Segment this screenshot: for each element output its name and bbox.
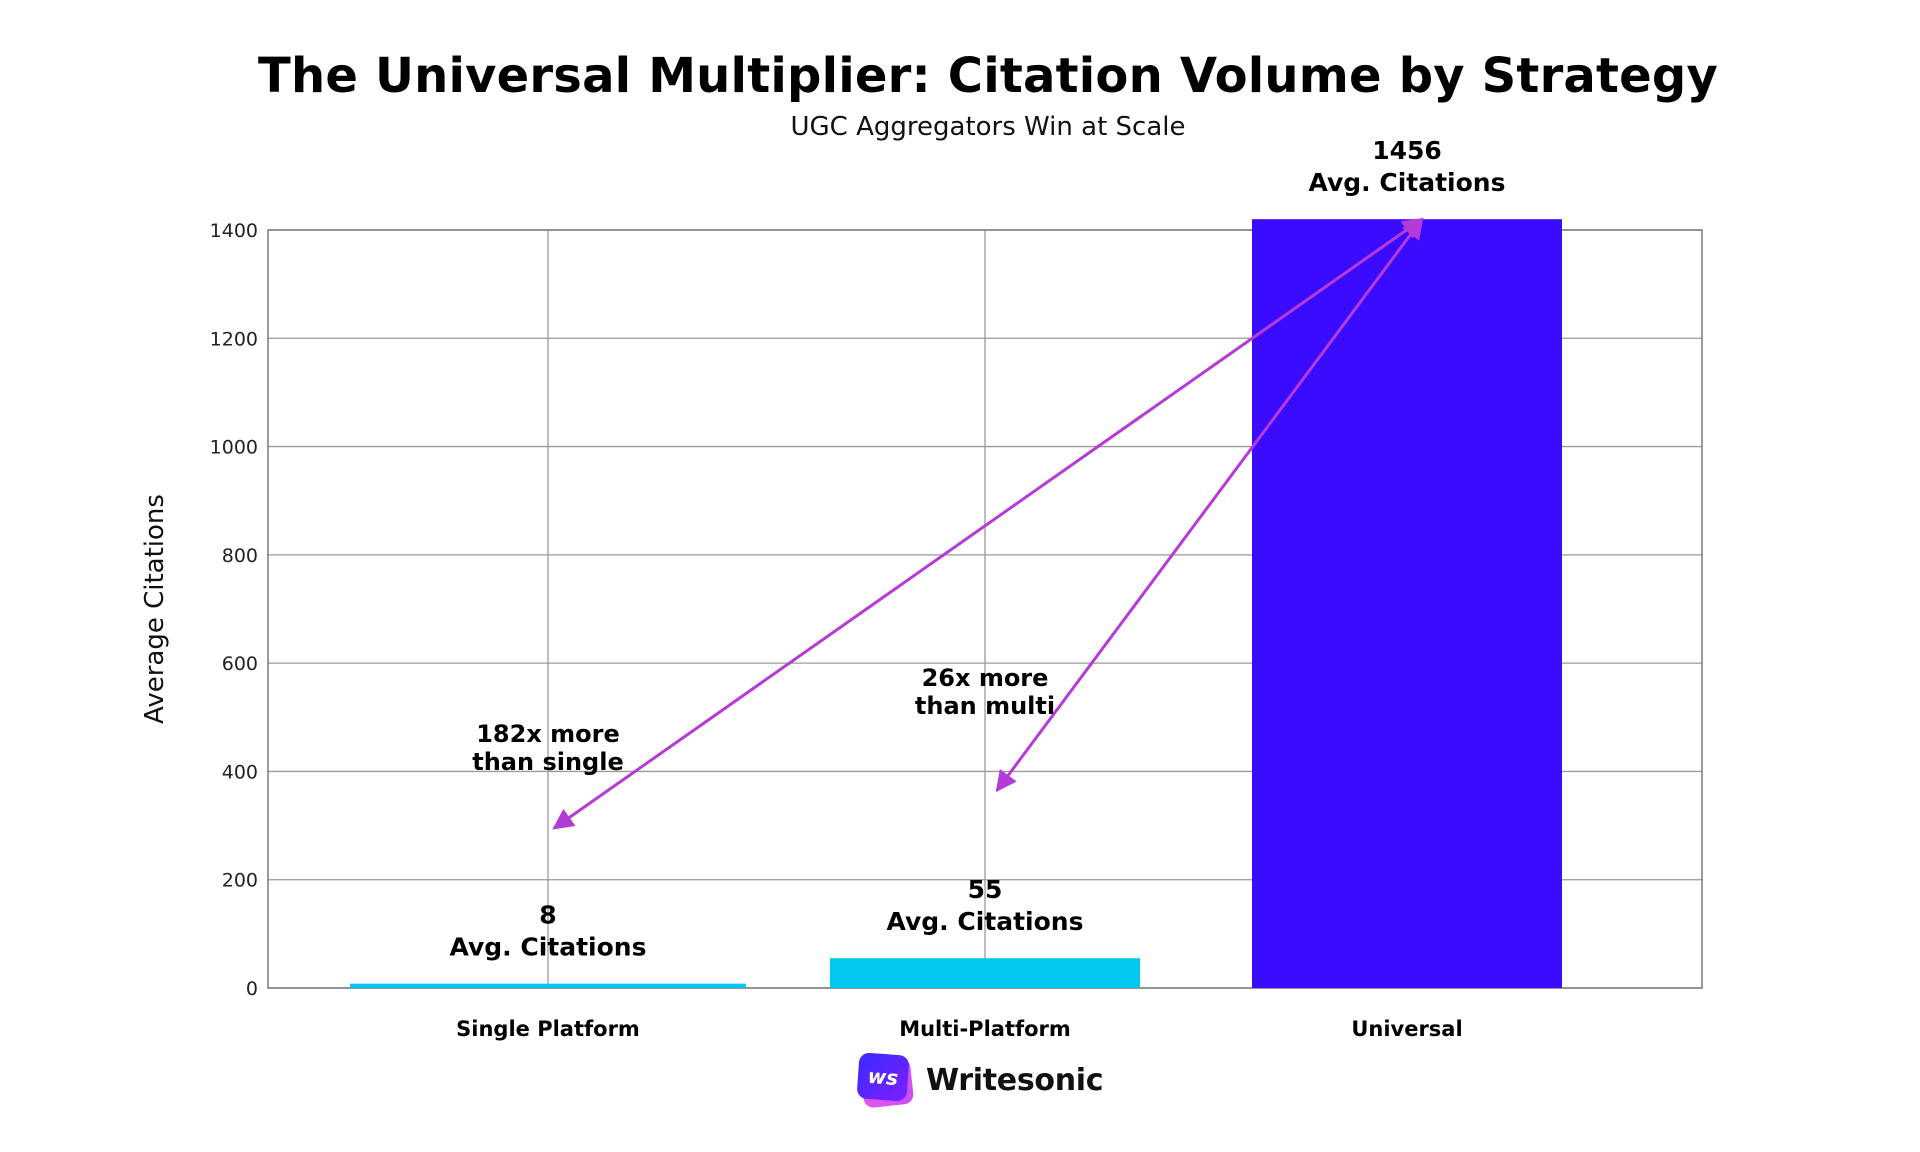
- y-tick-label: 800: [222, 545, 258, 567]
- y-tick-label: 1000: [210, 437, 258, 459]
- brand-logo: ws Writesonic: [856, 1052, 1104, 1109]
- bar-single-platform: [350, 983, 746, 988]
- chart-subtitle: UGC Aggregators Win at Scale: [790, 112, 1186, 142]
- y-tick-label: 1400: [210, 220, 258, 242]
- bar-value-label: Avg. Citations: [1309, 168, 1506, 197]
- y-tick-label: 0: [246, 978, 258, 1000]
- bar-value-label: Avg. Citations: [450, 933, 647, 962]
- chart-title: The Universal Multiplier: Citation Volum…: [258, 48, 1718, 104]
- bar-value-label: 55: [968, 875, 1003, 904]
- writesonic-logo-icon: ws: [856, 1052, 915, 1109]
- annotation-text: than single: [472, 748, 623, 776]
- bar-multi-platform: [830, 958, 1140, 988]
- x-tick-label: Single Platform: [456, 1017, 640, 1041]
- annotation-text: 26x more: [922, 664, 1049, 692]
- brand-name: Writesonic: [926, 1062, 1104, 1098]
- x-tick-label: Universal: [1351, 1017, 1462, 1041]
- bar-value-label: 8: [539, 901, 556, 930]
- bar-universal: [1252, 219, 1562, 988]
- y-tick-label: 200: [222, 870, 258, 892]
- bar-value-label: Avg. Citations: [887, 907, 1084, 936]
- y-axis-label: Average Citations: [140, 494, 170, 724]
- annotation-arrow: [995, 217, 1424, 793]
- y-tick-label: 400: [222, 761, 258, 783]
- y-tick-label: 600: [222, 653, 258, 675]
- x-tick-label: Multi-Platform: [899, 1017, 1071, 1041]
- y-tick-label: 1200: [210, 328, 258, 350]
- annotation-text: 182x more: [476, 720, 620, 748]
- bar-value-label: 1456: [1372, 136, 1442, 165]
- annotation-text: than multi: [915, 692, 1055, 720]
